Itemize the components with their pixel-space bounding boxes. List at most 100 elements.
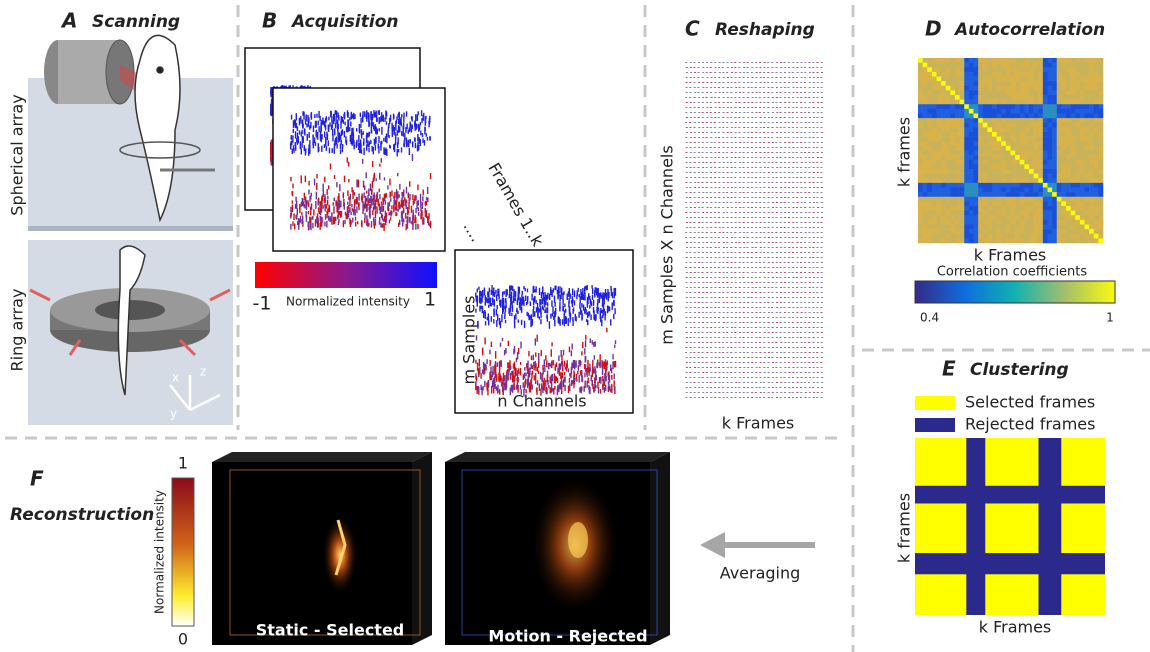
matrix-dot bbox=[821, 337, 823, 338]
signal-dot bbox=[326, 204, 327, 208]
signal-dot bbox=[312, 135, 313, 142]
signal-dot bbox=[301, 130, 302, 134]
signal-dot bbox=[408, 194, 409, 199]
matrix-dot bbox=[743, 62, 745, 63]
matrix-dot bbox=[813, 147, 815, 148]
matrix-dot bbox=[792, 287, 794, 288]
matrix-dot bbox=[808, 167, 810, 168]
matrix-dot bbox=[730, 107, 732, 108]
row-label: Spherical array bbox=[8, 94, 27, 215]
matrix-dot bbox=[743, 392, 745, 393]
matrix-dot bbox=[694, 157, 696, 158]
signal-dot bbox=[422, 138, 423, 143]
matrix-dot bbox=[685, 352, 687, 353]
matrix-dot bbox=[751, 182, 753, 183]
matrix-dot bbox=[715, 372, 717, 373]
signal-dot bbox=[306, 114, 307, 119]
signal-dot bbox=[546, 315, 547, 319]
matrix-dot bbox=[686, 247, 688, 248]
matrix-dot bbox=[722, 117, 724, 118]
signal-dot bbox=[297, 221, 298, 225]
matrix-dot bbox=[739, 152, 741, 153]
matrix-dot bbox=[817, 237, 819, 238]
signal-dot bbox=[299, 207, 300, 213]
matrix-dot bbox=[722, 137, 724, 138]
matrix-dot bbox=[730, 362, 732, 363]
panel-b: B Acquisition -1 Normalized intensity 1 … bbox=[245, 9, 633, 414]
matrix-dot bbox=[742, 117, 744, 118]
matrix-dot bbox=[760, 102, 762, 103]
matrix-dot bbox=[747, 212, 749, 213]
matrix-dot bbox=[718, 137, 720, 138]
matrix-dot bbox=[698, 322, 700, 323]
signal-dot bbox=[561, 361, 562, 366]
matrix-dot bbox=[710, 282, 712, 283]
matrix-dot bbox=[722, 82, 724, 83]
matrix-dot bbox=[821, 207, 823, 208]
signal-dot bbox=[427, 137, 428, 141]
matrix-dot bbox=[768, 172, 770, 173]
matrix-dot bbox=[739, 262, 741, 263]
matrix-dot bbox=[726, 222, 728, 223]
signal-dot bbox=[502, 338, 503, 341]
matrix-dot bbox=[751, 372, 753, 373]
signal-dot bbox=[310, 122, 311, 128]
signal-dot bbox=[348, 126, 349, 132]
matrix-dot bbox=[804, 112, 806, 113]
matrix-dot bbox=[776, 317, 778, 318]
matrix-dot bbox=[706, 327, 708, 328]
matrix-dot bbox=[780, 217, 782, 218]
matrix-dot bbox=[727, 207, 729, 208]
signal-dot bbox=[504, 291, 505, 295]
matrix-dot bbox=[702, 317, 704, 318]
matrix-dot bbox=[714, 132, 716, 133]
matrix-dot bbox=[804, 172, 806, 173]
signal-dot bbox=[420, 208, 421, 212]
matrix-dot bbox=[800, 357, 802, 358]
signal-dot bbox=[593, 342, 594, 347]
matrix-dot bbox=[797, 242, 799, 243]
signal-dot bbox=[595, 341, 596, 346]
matrix-dot bbox=[690, 342, 692, 343]
matrix-dot bbox=[693, 322, 695, 323]
matrix-dot bbox=[817, 137, 819, 138]
signal-dot bbox=[604, 293, 605, 300]
matrix-dot bbox=[751, 237, 753, 238]
matrix-dot bbox=[706, 232, 708, 233]
signal-dot bbox=[484, 337, 485, 344]
signal-dot bbox=[535, 300, 536, 304]
matrix-dot bbox=[759, 367, 761, 368]
signal-dot bbox=[508, 308, 509, 314]
matrix-dot bbox=[689, 227, 691, 228]
matrix-dot bbox=[804, 242, 806, 243]
signal-dot bbox=[361, 221, 362, 227]
matrix-dot bbox=[694, 387, 696, 388]
signal-dot bbox=[614, 387, 615, 391]
signal-dot bbox=[387, 185, 388, 189]
matrix-dot bbox=[722, 132, 724, 133]
matrix-dot bbox=[743, 132, 745, 133]
matrix-dot bbox=[701, 157, 703, 158]
matrix-dot bbox=[805, 317, 807, 318]
signal-dot bbox=[527, 380, 528, 388]
matrix-dot bbox=[739, 222, 741, 223]
matrix-dot bbox=[763, 387, 765, 388]
matrix-dot bbox=[755, 287, 757, 288]
signal-dot bbox=[366, 221, 367, 225]
matrix-dot bbox=[751, 67, 753, 68]
signal-dot bbox=[367, 133, 368, 137]
matrix-dot bbox=[686, 92, 688, 93]
matrix-dot bbox=[751, 312, 753, 313]
signal-dot bbox=[611, 386, 612, 392]
signal-dot bbox=[415, 114, 416, 121]
signal-dot bbox=[505, 306, 506, 310]
signal-dot bbox=[314, 179, 315, 186]
matrix-dot bbox=[739, 217, 741, 218]
matrix-dot bbox=[768, 372, 770, 373]
matrix-dot bbox=[743, 367, 745, 368]
matrix-dot bbox=[808, 112, 810, 113]
matrix-dot bbox=[763, 157, 765, 158]
matrix-dot bbox=[800, 232, 802, 233]
signal-dot bbox=[345, 212, 346, 216]
matrix-dot bbox=[714, 62, 716, 63]
